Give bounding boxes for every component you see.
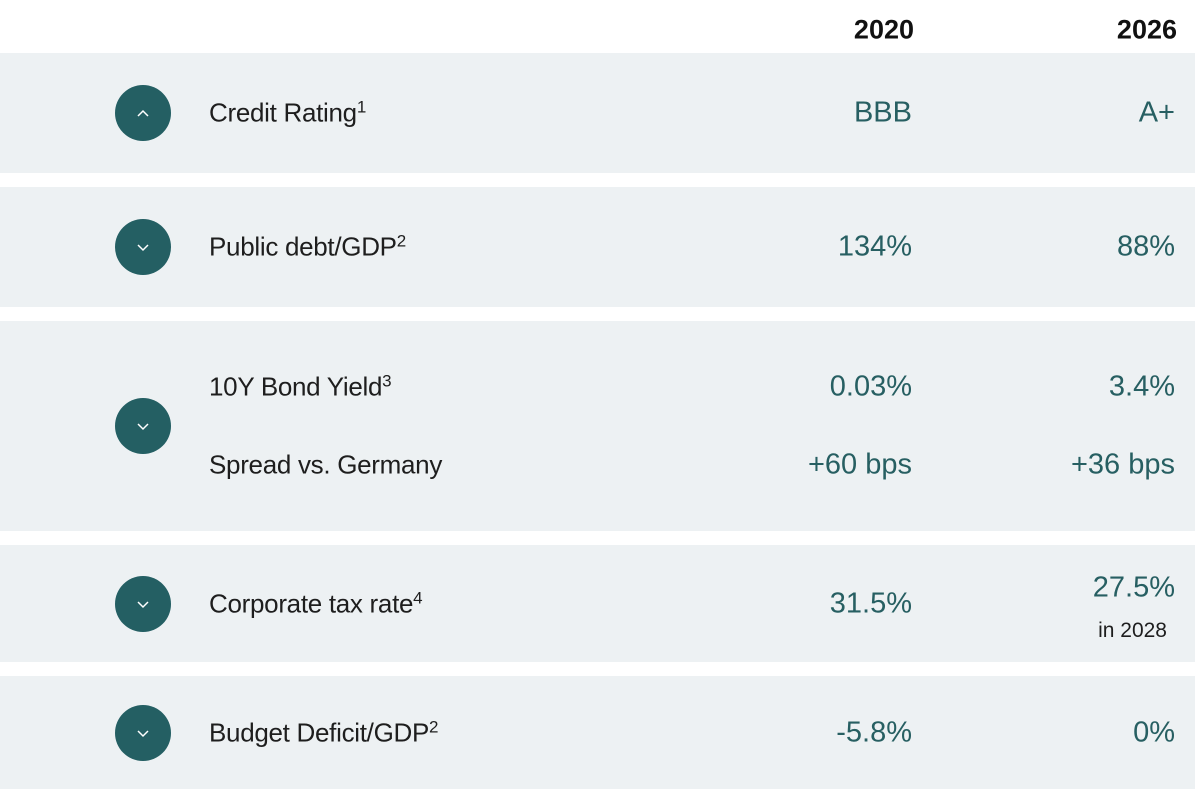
label-text: Spread vs. Germany — [209, 449, 443, 480]
table-row: Public debt/GDP2 134% 88% — [0, 187, 1195, 307]
table-row: 10Y Bond Yield3 0.03% 3.4% Spread vs. Germa… — [0, 321, 1195, 531]
row-value: 0.03% — [829, 370, 912, 403]
row-value: 0% — [1133, 716, 1175, 748]
expand-button[interactable] — [115, 219, 171, 275]
row-value: -5.8% — [836, 716, 912, 748]
row-value: 31.5% — [829, 587, 912, 619]
row-label: Spread vs. Germany — [209, 450, 442, 481]
row-value: A+ — [1138, 96, 1175, 129]
label-text: Corporate tax rate — [209, 588, 414, 618]
chevron — [137, 423, 149, 431]
footnote-marker: 1 — [356, 97, 366, 117]
footnote-marker: 2 — [429, 717, 439, 736]
row-value: 88% — [1116, 230, 1175, 263]
value-note: in 2028 — [1098, 618, 1167, 642]
column-header: 2020 — [853, 14, 914, 45]
column-header: 2026 — [1116, 14, 1177, 45]
chevron-icon — [137, 244, 149, 252]
row-label: Credit Rating1 — [209, 98, 366, 129]
row-value: 3.4% — [1108, 370, 1175, 403]
chevron-icon — [137, 600, 149, 608]
label-text: Credit Rating — [209, 97, 357, 128]
row-value: +60 bps — [807, 448, 912, 481]
row-label: Corporate tax rate4 — [209, 588, 423, 619]
footnote-marker: 2 — [396, 231, 406, 251]
footnote-marker: 3 — [382, 371, 392, 391]
row-value: BBB — [853, 96, 912, 129]
row-value: +36 bps — [1070, 448, 1175, 481]
chevron — [137, 109, 149, 117]
label-text: Budget Deficit/GDP — [209, 717, 430, 747]
row-value: 134% — [837, 230, 912, 263]
chevron-icon — [137, 109, 149, 117]
collapse-button[interactable] — [115, 85, 171, 141]
table-row: Corporate tax rate4 31.5% 27.5% in 2028 — [0, 545, 1195, 662]
table-row: Budget Deficit/GDP2 -5.8% 0% — [0, 676, 1195, 789]
chevron — [137, 600, 149, 608]
expand-button[interactable] — [115, 704, 171, 761]
chevron — [137, 244, 149, 252]
row-label: 10Y Bond Yield3 — [209, 371, 392, 403]
chevron-icon — [137, 423, 149, 431]
expand-button[interactable] — [115, 575, 171, 632]
row-label: Budget Deficit/GDP2 — [209, 717, 438, 748]
chevron — [137, 729, 149, 737]
chevron-icon — [137, 729, 149, 737]
table-row: Credit Rating1 BBB A+ — [0, 53, 1195, 173]
label-text: Public debt/GDP — [209, 231, 397, 262]
row-value: 27.5% — [1092, 571, 1175, 603]
label-text: 10Y Bond Yield — [209, 371, 383, 402]
row-label: Public debt/GDP2 — [209, 232, 406, 263]
footnote-marker: 4 — [413, 588, 423, 607]
expand-button[interactable] — [115, 398, 171, 454]
